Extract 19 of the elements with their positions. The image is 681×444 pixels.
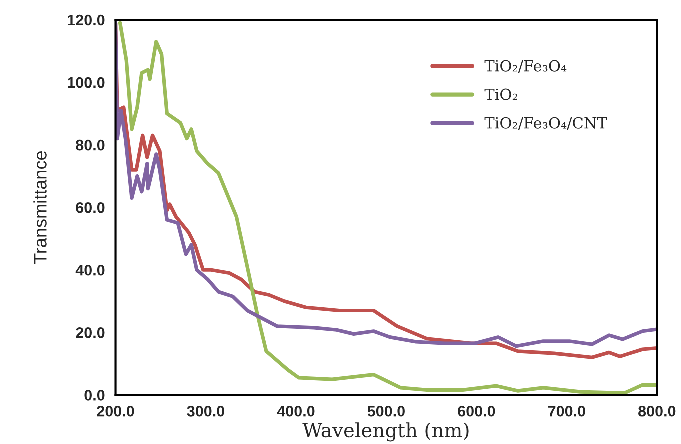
x-tick-label: 700.0 [548,406,586,417]
x-axis-title: Wavelength (nm) [302,422,469,442]
y-tick-label: 20.0 [76,328,105,338]
x-tick-label: 600.0 [458,406,496,417]
y-tick-label: 60.0 [76,202,105,214]
x-tick-label: 200.0 [97,406,134,417]
x-tick-label: 400.0 [277,406,315,417]
legend-label: TiO₂/Fe₃O₄ [484,60,567,74]
legend-label: TiO₂/Fe₃O₄/CNT [484,117,608,130]
legend-label: TiO₂ [484,88,518,100]
y-tick-label: 120.0 [68,14,105,26]
x-tick-label: 500.0 [368,406,405,417]
y-tick-label: 100.0 [68,77,105,88]
y-tick-label: 40.0 [76,264,105,276]
x-tick-label: 800.0 [638,406,676,417]
y-tick-label: 80.0 [76,140,105,151]
y-tick-label: 0.0 [84,390,105,401]
y-axis-title: Transmittance [34,152,47,264]
x-tick-label: 300.0 [187,406,224,417]
